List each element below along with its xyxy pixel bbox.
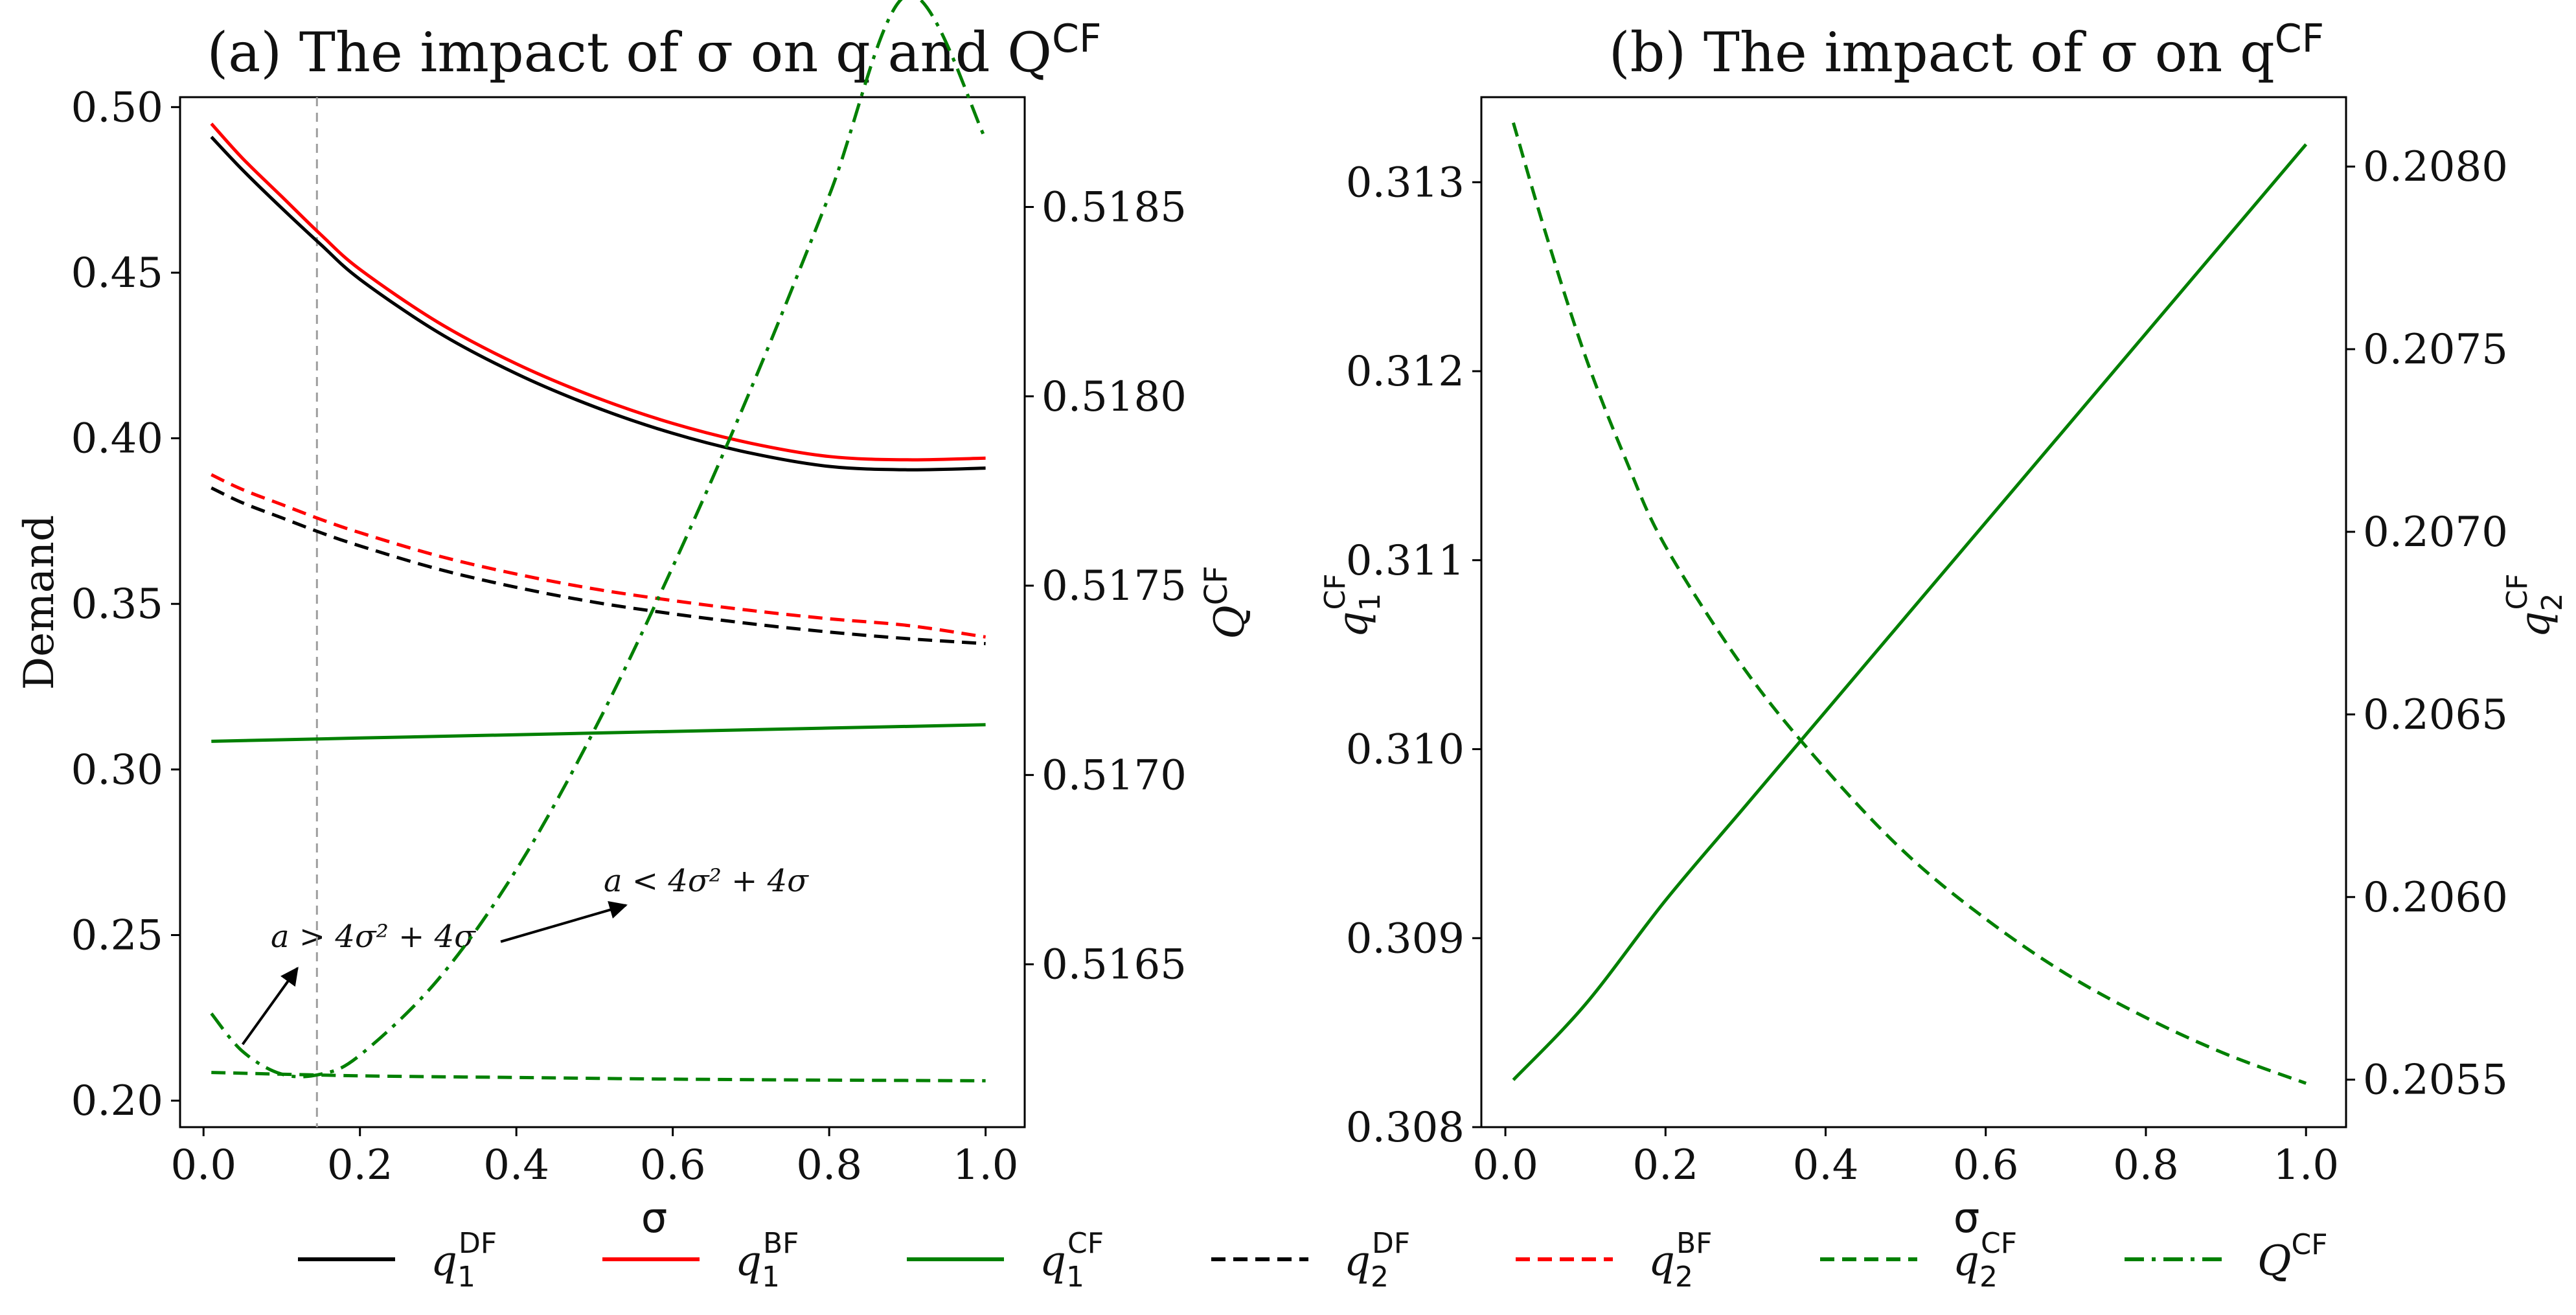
legend-label-q2BF: q2BF (1648, 1227, 1712, 1294)
chart-a-ytick-label: 0.25 (71, 911, 164, 959)
annotation-a-lt: a < 4σ² + 4σ (604, 863, 809, 899)
chart-a-ytick-label: 0.35 (71, 580, 164, 628)
chart-b-ytick-label: 0.313 (1346, 159, 1465, 207)
chart-a-xtick-label: 0.0 (170, 1141, 236, 1189)
chart-a-ytick-label: 0.40 (71, 415, 164, 463)
chart-a-xlabel: σ (641, 1195, 668, 1242)
chart-a-annotation-arrow (241, 966, 299, 1046)
chart-a-xtick-label: 0.4 (483, 1141, 549, 1189)
chart-b-y2tick-label: 0.2080 (2363, 143, 2508, 191)
chart-b-xtick-label: 1.0 (2273, 1141, 2339, 1189)
chart-a-series-q2BF (211, 473, 986, 639)
chart-b-y2tick-label: 0.2055 (2363, 1057, 2508, 1104)
chart-b-y2tick-label: 0.2065 (2363, 691, 2508, 739)
chart-a-ytick-label: 0.45 (71, 249, 164, 297)
chart-a-ytick-label: 0.50 (71, 84, 164, 132)
chart-a-ylabel: Demand (16, 515, 63, 690)
chart-b-xtick-label: 0.2 (1632, 1141, 1698, 1189)
chart-b-ytick-label: 0.311 (1346, 537, 1465, 585)
chart-a-y2tick-label: 0.5165 (1042, 941, 1187, 989)
chart-a-ytick-label: 0.30 (71, 746, 164, 794)
chart-b-ytick-label: 0.308 (1346, 1104, 1465, 1152)
chart-b-xlabel: σ (1954, 1195, 1980, 1242)
legend-label-q2DF: q2DF (1344, 1227, 1410, 1294)
chart-b-ytick-label: 0.310 (1346, 726, 1465, 774)
legend-label-QCF: QCF (2257, 1228, 2328, 1285)
chart-b-xtick-label: 0.0 (1472, 1141, 1538, 1189)
chart-b-series-q1CF (1512, 143, 2308, 1081)
legend-label-q1DF: q1DF (431, 1227, 497, 1294)
chart-b-y2tick-label: 0.2075 (2363, 326, 2508, 374)
chart-a-series-q2DF (211, 486, 986, 646)
chart-a-series-q1DF (210, 135, 986, 472)
chart-b-xtick-label: 0.8 (2113, 1141, 2179, 1189)
chart-b-frame (1480, 96, 2347, 1128)
chart-a-y2tick-label: 0.5185 (1042, 184, 1187, 232)
chart-a-series-q1BF (210, 122, 986, 462)
chart-a-y2tick-label: 0.5175 (1042, 562, 1187, 610)
chart-a-y2label: QCF (1198, 566, 1254, 639)
chart-a-annotation-arrow (500, 901, 628, 943)
chart-a-xtick-label: 0.8 (796, 1141, 862, 1189)
chart-a-series-q2CF (211, 1071, 986, 1082)
chart-b-y2label: q2CF (2501, 574, 2569, 638)
chart-a-series-q1CF (211, 723, 986, 743)
chart-b-ytick-label: 0.312 (1346, 348, 1465, 396)
annotation-a-gt: a > 4σ² + 4σ (271, 919, 476, 955)
chart-b-series-q2CF (1512, 122, 2307, 1085)
chart-a-xtick-label: 0.2 (327, 1141, 393, 1189)
chart-a-title: (a) The impact of σ on q and QCF (207, 16, 1102, 84)
chart-b-y2tick-label: 0.2060 (2363, 874, 2508, 922)
chart-a-frame (179, 96, 1026, 1128)
chart-a-y2tick-label: 0.5170 (1042, 751, 1187, 799)
chart-a-ytick-label: 0.20 (71, 1077, 164, 1125)
chart-b-xtick-label: 0.4 (1793, 1141, 1859, 1189)
chart-a-xtick-label: 0.6 (640, 1141, 706, 1189)
chart-a-series-QCF (210, 0, 987, 1079)
chart-b-title: (b) The impact of σ on qCF (1609, 16, 2324, 84)
legend: q1DF q1BF q1CF q2DF q2BF q2CF QCF (298, 1227, 2328, 1294)
chart-b-ytick-label: 0.309 (1346, 915, 1465, 963)
legend-label-q1BF: q1BF (735, 1227, 799, 1294)
chart-b-xtick-label: 0.6 (1953, 1141, 2019, 1189)
chart-b-ylabel: q1CF (1319, 574, 1387, 638)
legend-label-q2CF: q2CF (1953, 1227, 2017, 1294)
legend-label-q1CF: q1CF (1040, 1227, 1104, 1294)
chart-b-y2tick-label: 0.2070 (2363, 509, 2508, 556)
chart-a-xtick-label: 1.0 (953, 1141, 1019, 1189)
chart-a-y2tick-label: 0.5180 (1042, 373, 1187, 421)
